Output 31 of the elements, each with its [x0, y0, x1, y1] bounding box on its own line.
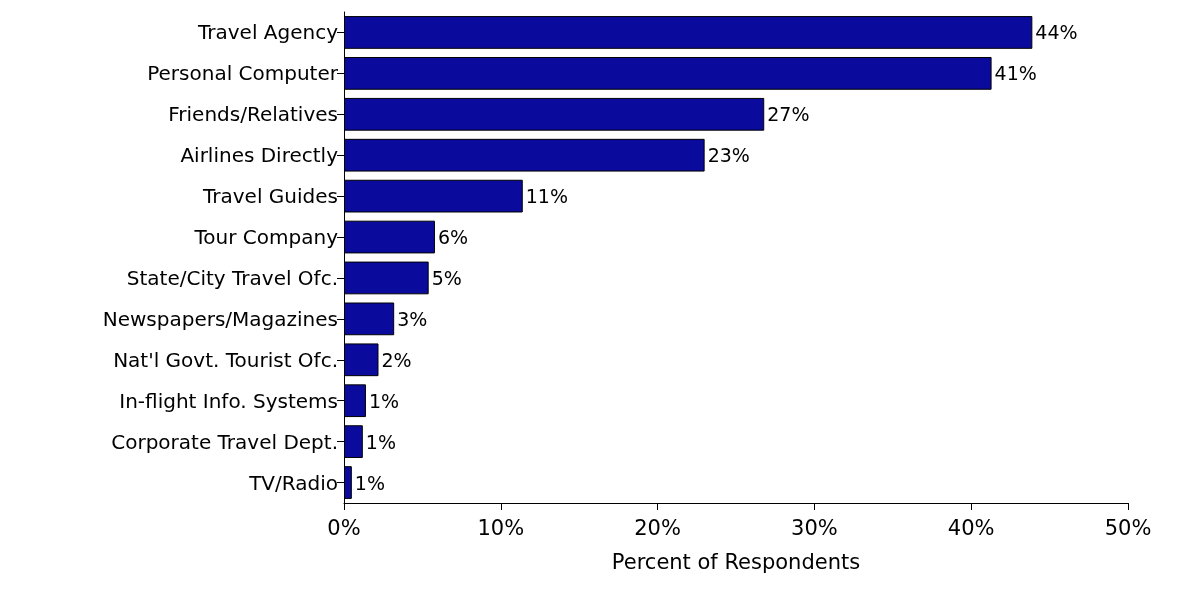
x-tick-label: 40% — [947, 515, 995, 540]
x-tick-label: 0% — [327, 515, 361, 540]
y-tick-label: Airlines Directly — [180, 143, 339, 168]
data-label: 27% — [767, 103, 810, 126]
y-tick-label: In-flight Info. Systems — [119, 388, 338, 413]
y-tick-label: Corporate Travel Dept. — [111, 429, 338, 454]
data-label: 1% — [365, 430, 396, 453]
data-label: 5% — [431, 266, 462, 289]
data-label: 44% — [1035, 21, 1078, 44]
data-label: 1% — [368, 389, 400, 412]
y-tick-label: Nat'l Govt. Tourist Ofc. — [113, 347, 338, 372]
x-axis-title: Percent of Respondents — [611, 549, 861, 574]
y-tick-label: Friends/Relatives — [168, 102, 338, 127]
x-tick-label: 10% — [477, 515, 525, 540]
y-tick-label: Travel Agency — [197, 20, 339, 45]
y-tick-label: TV/Radio — [248, 470, 338, 495]
y-tick-label: Tour Company — [193, 225, 339, 250]
data-label: 1% — [354, 471, 385, 494]
data-label: 11% — [525, 185, 568, 208]
y-tick-label: Travel Guides — [202, 184, 338, 209]
x-tick-label: 50% — [1104, 515, 1152, 540]
data-label: 6% — [437, 226, 469, 249]
y-tick-label: Personal Computer — [147, 61, 339, 86]
x-tick-label: 20% — [634, 515, 681, 540]
data-label: 3% — [397, 307, 428, 330]
y-tick-label: State/City Travel Ofc. — [126, 265, 338, 290]
data-label: 41% — [994, 62, 1037, 85]
x-tick-label: 30% — [791, 515, 838, 540]
data-label: 2% — [381, 348, 412, 371]
y-tick-label: Newspapers/Magazines — [102, 306, 338, 331]
data-label: 23% — [707, 144, 750, 167]
